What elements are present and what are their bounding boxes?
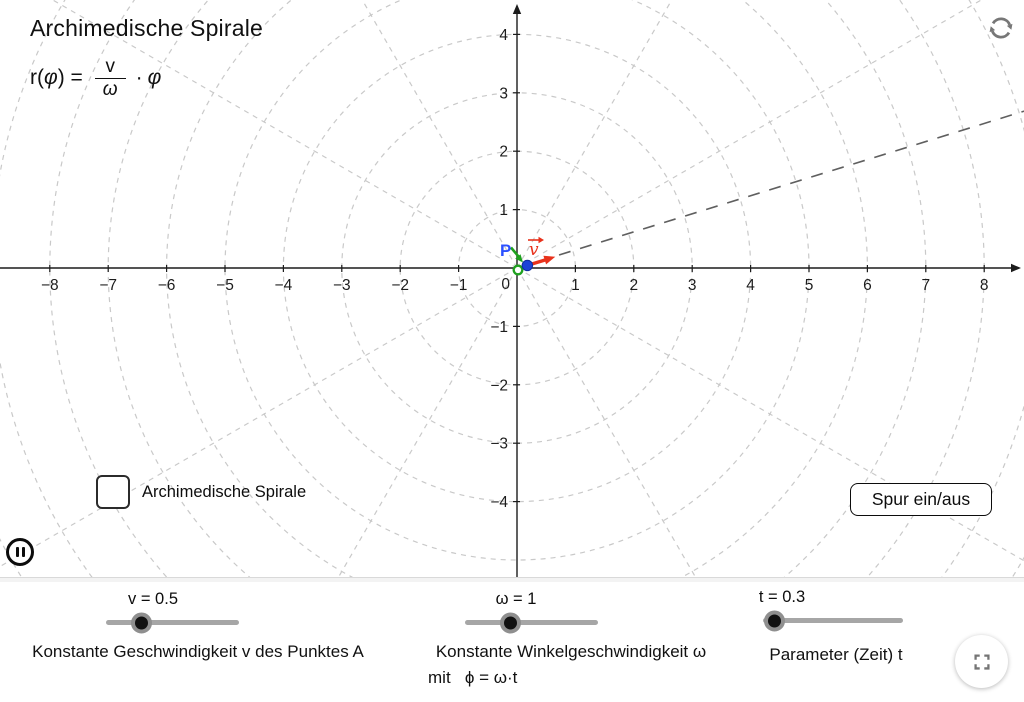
svg-text:1: 1: [499, 202, 508, 219]
pause-button[interactable]: [6, 538, 34, 566]
reset-button[interactable]: [986, 13, 1016, 43]
svg-text:7: 7: [921, 277, 930, 294]
svg-text:−4: −4: [490, 494, 508, 511]
svg-text:−1: −1: [450, 277, 468, 294]
formula-tail: · φ: [135, 66, 162, 90]
svg-text:1: 1: [571, 277, 580, 294]
slider-v-thumb[interactable]: [130, 612, 152, 633]
spiral-checkbox-label: Archimedische Spirale: [142, 482, 307, 501]
formula-lhs: r(φ) =: [30, 66, 83, 90]
svg-text:8: 8: [980, 277, 989, 294]
formula-numerator: v: [105, 56, 115, 77]
svg-text:v: v: [529, 240, 539, 260]
applet-title: Archimedische Spirale: [30, 15, 264, 41]
control-panel: v = 0.5 Konstante Geschwindigkeit v des …: [0, 577, 1024, 702]
slider-omega-caption: Konstante Winkelgeschwindigkeit ω: [435, 642, 707, 661]
spiral-checkbox-row: Archimedische Spirale: [96, 475, 306, 509]
svg-text:−3: −3: [333, 277, 351, 294]
svg-text:−8: −8: [41, 277, 59, 294]
pause-icon: [15, 547, 19, 557]
svg-text:3: 3: [499, 85, 508, 102]
svg-text:−4: −4: [275, 277, 293, 294]
svg-text:−2: −2: [391, 277, 409, 294]
rotating-ray: [516, 110, 1024, 269]
svg-text:2: 2: [629, 277, 638, 294]
spiral-formula: r(φ) = v ω · φ: [30, 56, 161, 101]
slider-omega-value: ω = 1: [495, 590, 537, 608]
svg-text:−5: −5: [216, 277, 234, 294]
slider-t-caption: Parameter (Zeit) t: [769, 645, 903, 664]
svg-text:4: 4: [499, 27, 508, 44]
slider-t-track[interactable]: [763, 610, 903, 631]
slider-omega-caption-line2: mit ϕ = ω·t: [428, 668, 518, 687]
formula-denominator: ω: [94, 77, 126, 101]
formula-fraction: v ω: [94, 56, 126, 101]
slider-omega-track[interactable]: [465, 612, 598, 633]
svg-text:0: 0: [501, 276, 510, 293]
slider-t-value: t = 0.3: [758, 588, 806, 606]
fullscreen-icon: [973, 653, 990, 670]
coordinate-axes: −8 −7 −6 −5 −4 −3 −2 −1 1 2 3 4 5 6 7 8 −4 −3 −2 −1 1 2 3 4 0: [0, 4, 1021, 577]
svg-text:−1: −1: [490, 319, 508, 336]
slider-omega-thumb[interactable]: [499, 612, 521, 633]
svg-text:4: 4: [746, 277, 755, 294]
reset-icon: [989, 17, 1013, 39]
svg-text:−6: −6: [158, 277, 176, 294]
fullscreen-button[interactable]: [955, 635, 1008, 688]
svg-text:3: 3: [688, 277, 697, 294]
svg-text:5: 5: [805, 277, 814, 294]
svg-text:2: 2: [499, 144, 508, 161]
slider-v-track[interactable]: [106, 612, 239, 633]
slider-t-thumb[interactable]: [764, 610, 786, 631]
slider-v-value: v = 0.5: [128, 590, 178, 608]
svg-text:−2: −2: [490, 377, 508, 394]
svg-text:−7: −7: [99, 277, 117, 294]
panel-separator: [0, 578, 1024, 582]
trace-toggle-button[interactable]: Spur ein/aus: [850, 483, 992, 516]
svg-text:P: P: [500, 241, 511, 260]
svg-text:6: 6: [863, 277, 872, 294]
spiral-checkbox[interactable]: [96, 475, 130, 509]
slider-v-caption: Konstante Geschwindigkeit v des Punktes …: [32, 642, 364, 661]
svg-text:−3: −3: [490, 436, 508, 453]
